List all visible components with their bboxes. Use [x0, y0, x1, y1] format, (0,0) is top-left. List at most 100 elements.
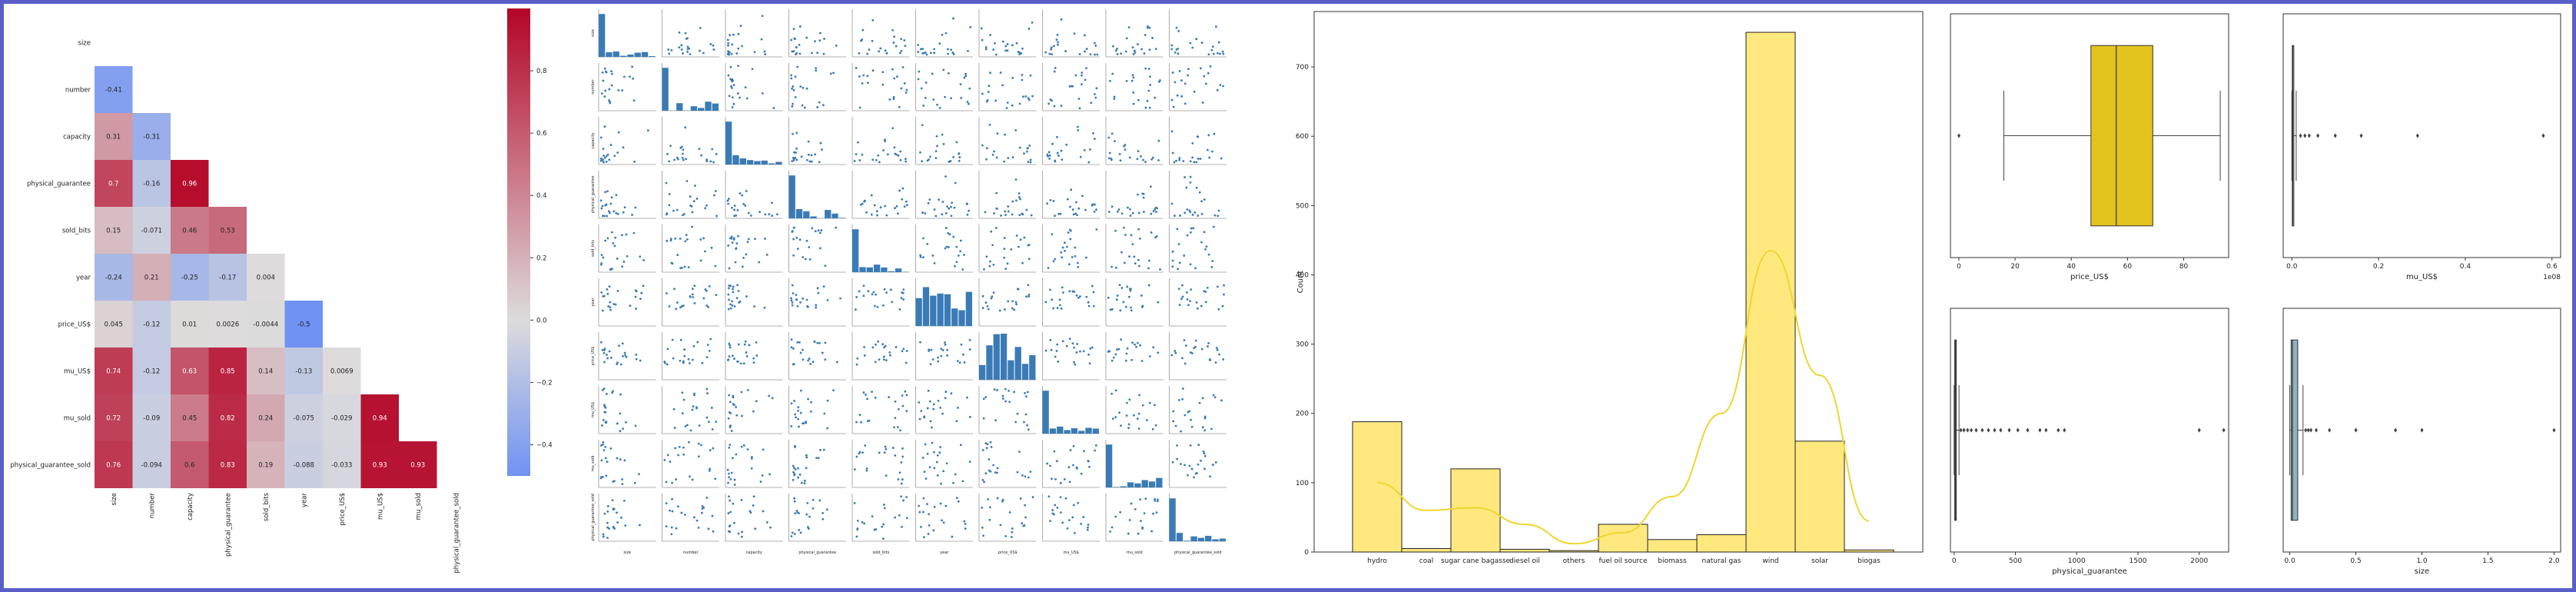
pairplot-cell: [788, 278, 846, 327]
pairplot-point: [878, 358, 881, 361]
heatmap-cell-label: 0.83: [221, 462, 235, 470]
pairplot-point: [1109, 530, 1112, 533]
pairplot-point: [1120, 251, 1123, 254]
heatmap-cell-label: 0.24: [258, 415, 273, 423]
pairplot-point: [639, 255, 642, 258]
pairplot-point: [878, 161, 881, 164]
pairplot-point: [1076, 343, 1079, 345]
pairplot-point: [1189, 351, 1192, 354]
pairplot-point: [1171, 72, 1174, 74]
pairplot-point: [614, 303, 617, 306]
pairplot-point: [1021, 74, 1024, 76]
pairplot-point: [1128, 398, 1131, 401]
pairplot-point: [894, 152, 897, 155]
pairplot-point: [1114, 140, 1116, 143]
pairplot-point: [1047, 102, 1051, 105]
pairplot-point: [1065, 344, 1068, 348]
pairplot-point: [1047, 155, 1049, 158]
pairplot-point: [1092, 291, 1095, 294]
pairplot-point: [981, 92, 984, 95]
pairplot-point: [1140, 155, 1142, 158]
pairplot-hist-bar: [832, 213, 838, 218]
pairplot-hist-bar: [612, 52, 619, 57]
pairplot-hist-bar: [739, 158, 746, 165]
pairplot-point: [1027, 161, 1030, 163]
pairplot-point: [816, 52, 819, 55]
pairplot-point: [712, 447, 715, 450]
pairplot-point: [1190, 231, 1192, 234]
pairplot-point: [668, 52, 671, 55]
pairplot-point: [947, 48, 949, 51]
pairplot-point: [879, 206, 882, 209]
pairplot-point: [792, 50, 795, 52]
pairplot-hist-bar: [746, 160, 754, 165]
pairplot-point: [1107, 157, 1110, 160]
pairplot-point: [702, 237, 705, 240]
pairplot-point: [752, 504, 755, 507]
pairplot-point: [1006, 101, 1009, 104]
pairplot-point: [700, 444, 702, 447]
pairplot-point: [1017, 245, 1020, 248]
pairplot-point: [1137, 211, 1140, 215]
heatmap-ytick-label: physical_guarantee: [27, 181, 91, 188]
boxplot-outlier: [2328, 427, 2332, 433]
pairplot-point: [1059, 304, 1061, 307]
pairplot-point: [998, 309, 1001, 312]
pairplot-point: [790, 424, 793, 427]
boxplot-outlier: [2007, 427, 2011, 433]
pairplot-point: [897, 478, 900, 481]
pairplot-point: [944, 343, 947, 346]
pairplot-point: [981, 507, 984, 509]
pairplot-point: [995, 53, 998, 56]
pairplot-point: [1011, 300, 1014, 303]
pairplot-point: [1223, 293, 1225, 296]
pairplot-point: [1120, 338, 1123, 341]
pairplot-point: [925, 477, 928, 480]
pairplot-cell: [1169, 332, 1227, 381]
pairplot-point: [685, 180, 689, 182]
pairplot-point: [729, 444, 732, 446]
pairplot-point: [796, 248, 799, 251]
pairplot-point: [761, 92, 764, 95]
pairplot-point: [602, 256, 605, 259]
pairplot-point: [1024, 95, 1027, 98]
pairplot-point: [832, 72, 835, 75]
pairplot-point: [1013, 391, 1015, 394]
pairplot-point: [733, 358, 735, 360]
pairplot-cell: [725, 386, 783, 434]
pairplot-hist-bar: [873, 264, 881, 272]
pairplot-point: [950, 215, 953, 218]
pairplot-point: [989, 260, 991, 263]
pairplot-hist-bar: [634, 52, 641, 57]
pairplot-cell: [662, 332, 719, 381]
pairplot-point: [924, 443, 927, 446]
pairplot-point: [1027, 97, 1030, 100]
pairplot-point: [692, 405, 695, 408]
pairplot-point: [729, 511, 732, 514]
pairplot-point: [1027, 244, 1030, 247]
pairplot-cell: [662, 494, 719, 542]
pairplot-point: [1081, 83, 1083, 86]
pairplot-point: [884, 140, 886, 143]
pairplot-point: [801, 104, 804, 107]
heatmap-cell: [247, 254, 285, 301]
pairplot-point: [888, 98, 891, 101]
pairplot-point: [1186, 298, 1189, 301]
pairplot-point: [952, 17, 954, 20]
pairplot-point: [964, 527, 967, 530]
pairplot-point: [1181, 397, 1184, 401]
pairplot-point: [982, 534, 984, 537]
pairplot-point: [1107, 211, 1110, 213]
pairplot-point: [735, 406, 738, 408]
pairplot-point: [707, 306, 710, 308]
pairplot-point: [818, 231, 822, 234]
pairplot-point: [1087, 460, 1090, 463]
pairplot-point: [640, 291, 643, 294]
pairplot-point: [944, 211, 948, 215]
pairplot-point: [1191, 352, 1193, 354]
pairplot-point: [633, 481, 636, 484]
hist-xtick-label: natural gas: [1702, 557, 1741, 565]
pairplot-point: [919, 151, 921, 154]
pairplot-point: [1172, 410, 1175, 413]
pairplot-point: [729, 307, 732, 310]
